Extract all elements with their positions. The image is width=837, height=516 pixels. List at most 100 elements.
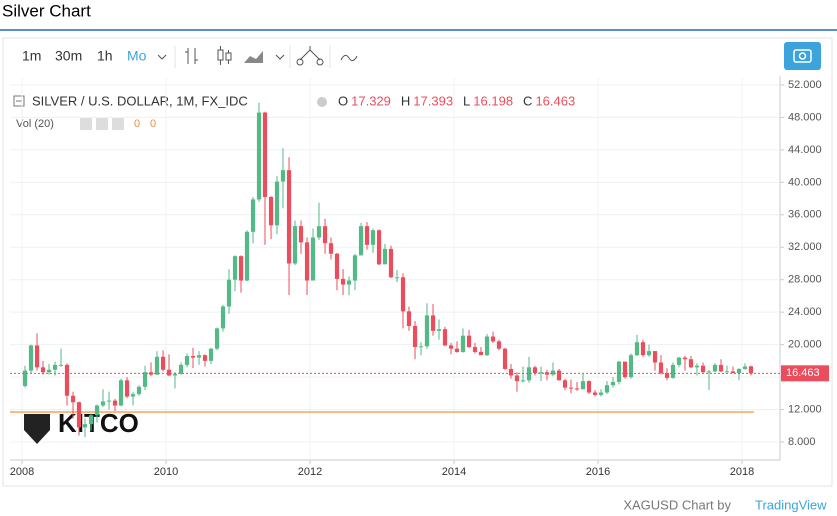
candle-body: [94, 405, 100, 416]
legend-collapse[interactable]: [13, 95, 25, 107]
candle-body: [676, 357, 682, 365]
indicators-icon-dot: [296, 58, 304, 66]
y-tick-label: 8.000: [788, 436, 816, 448]
candle-body: [346, 280, 352, 285]
indicator-remove[interactable]: [112, 118, 124, 130]
title-rule: [0, 29, 837, 31]
candle-body: [130, 394, 136, 397]
candle-body: [562, 380, 568, 388]
x-tick-label: 2018: [730, 466, 754, 478]
candle-body: [502, 348, 508, 369]
ohlc-value: 16.463: [535, 93, 575, 108]
camera-lens: [798, 52, 807, 60]
candle-body: [538, 372, 544, 374]
interval-button[interactable]: 30m: [55, 48, 82, 64]
candle-body: [34, 345, 40, 368]
candle-body: [586, 381, 592, 393]
candle-body: [352, 255, 358, 281]
candle-body: [310, 237, 316, 281]
candle-body: [694, 365, 700, 368]
candle-body: [106, 400, 112, 402]
candle-body: [730, 371, 736, 374]
x-tick-label: 2016: [586, 466, 610, 478]
candle-body: [136, 386, 142, 395]
candle-body: [418, 346, 424, 348]
candle-body: [376, 230, 382, 265]
interval-button[interactable]: 1m: [22, 48, 41, 64]
candle-body: [742, 366, 748, 369]
candles-icon[interactable]: [217, 46, 232, 65]
candle-body: [172, 373, 178, 376]
candle-body: [724, 371, 730, 373]
candle-body: [82, 424, 88, 428]
candle-body: [616, 361, 622, 382]
y-tick-label: 44.000: [788, 144, 822, 156]
candle-body: [244, 231, 250, 281]
snapshot-button[interactable]: [784, 42, 821, 70]
candle-body: [394, 277, 400, 279]
ohlc-label: C: [523, 93, 532, 108]
candle-body: [76, 402, 82, 428]
candle-body: [634, 342, 640, 356]
y-tick-label: 20.000: [788, 339, 822, 351]
ohlc-value: 17.329: [351, 93, 391, 108]
candle-body: [430, 315, 436, 331]
candle-body: [592, 392, 598, 395]
candle-body: [406, 311, 412, 326]
interval-button[interactable]: 1h: [97, 48, 113, 64]
indicator-settings[interactable]: [96, 118, 108, 130]
candle-body: [526, 367, 532, 381]
candle-body: [382, 248, 388, 265]
candle-body: [580, 381, 586, 390]
candle-body: [208, 348, 214, 361]
legend-eye[interactable]: [317, 97, 327, 107]
candle-body: [58, 364, 64, 366]
candle-body: [718, 364, 724, 372]
source-link[interactable]: TradingView: [755, 497, 827, 512]
area-icon[interactable]: [244, 51, 263, 63]
interval-button[interactable]: Mo: [127, 48, 147, 64]
indicators-icon[interactable]: [299, 46, 321, 61]
x-tick-label: 2012: [298, 466, 322, 478]
candle-body: [262, 112, 268, 197]
indicator-value: 0: [134, 118, 140, 130]
candle-body: [658, 362, 664, 374]
source-text: XAGUSD Chart by: [623, 497, 731, 512]
candle-body: [706, 371, 712, 373]
candle-body: [454, 348, 460, 352]
candle-body: [364, 226, 370, 245]
candle-body: [268, 196, 274, 226]
dropdown-arrow[interactable]: [275, 54, 285, 60]
y-tick-label: 28.000: [788, 274, 822, 286]
candle-body: [520, 380, 526, 382]
ohlc-label: L: [463, 93, 470, 108]
candle-body: [166, 369, 172, 376]
compare-icon[interactable]: [340, 54, 358, 62]
candle-body: [250, 199, 256, 232]
candle-body: [688, 359, 694, 368]
candle-body: [448, 345, 454, 349]
candle-body: [436, 329, 442, 331]
candle-body: [472, 347, 478, 352]
candle-body: [700, 365, 706, 373]
candle-body: [514, 375, 520, 382]
y-tick-label: 52.000: [788, 79, 822, 91]
candle-body: [358, 226, 364, 256]
bars-icon[interactable]: [185, 48, 198, 64]
dropdown-arrow[interactable]: [157, 54, 167, 60]
candle-body: [412, 325, 418, 348]
indicator-eye[interactable]: [80, 118, 92, 130]
candle-body: [226, 279, 232, 307]
candle-body: [274, 181, 280, 226]
candle-body: [610, 381, 616, 386]
candle-body: [220, 306, 226, 329]
candle-body: [154, 356, 160, 375]
candle-body: [160, 356, 166, 370]
symbol-legend: SILVER / U.S. DOLLAR, 1M, FX_IDC: [32, 93, 248, 108]
x-tick-label: 2014: [442, 466, 466, 478]
candle-body: [124, 380, 130, 397]
grid: [10, 78, 780, 460]
candle-body: [682, 357, 688, 360]
candle-body: [286, 170, 292, 264]
